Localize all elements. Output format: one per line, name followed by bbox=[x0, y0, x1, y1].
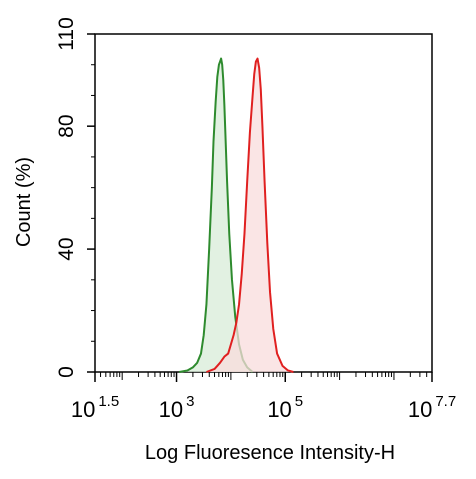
series-1-line bbox=[179, 57, 254, 373]
x-tick-label: 10 7.7 bbox=[408, 393, 456, 422]
x-axis-label: Log Fluoresence Intensity-H bbox=[145, 442, 395, 464]
y-axis-ticks: 0 40 80 110 bbox=[55, 17, 95, 378]
y-axis-label: Count (%) bbox=[13, 157, 35, 247]
series-2-fill bbox=[206, 58, 294, 372]
x-tick-label: 10 3 bbox=[159, 393, 195, 422]
x-axis-ticks: 10 1.5 10 3 10 5 10 7.7 bbox=[71, 372, 456, 422]
y-tick-label: 40 bbox=[55, 237, 78, 260]
y-tick-label: 110 bbox=[55, 17, 78, 50]
series-1-fill bbox=[179, 58, 253, 372]
x-tick-label: 10 1.5 bbox=[71, 393, 119, 422]
y-tick-label: 0 bbox=[55, 366, 78, 378]
y-tick-label: 80 bbox=[55, 115, 78, 138]
x-tick-label: 10 5 bbox=[267, 393, 303, 422]
series-layer bbox=[179, 57, 294, 373]
series-2-line bbox=[206, 57, 294, 373]
